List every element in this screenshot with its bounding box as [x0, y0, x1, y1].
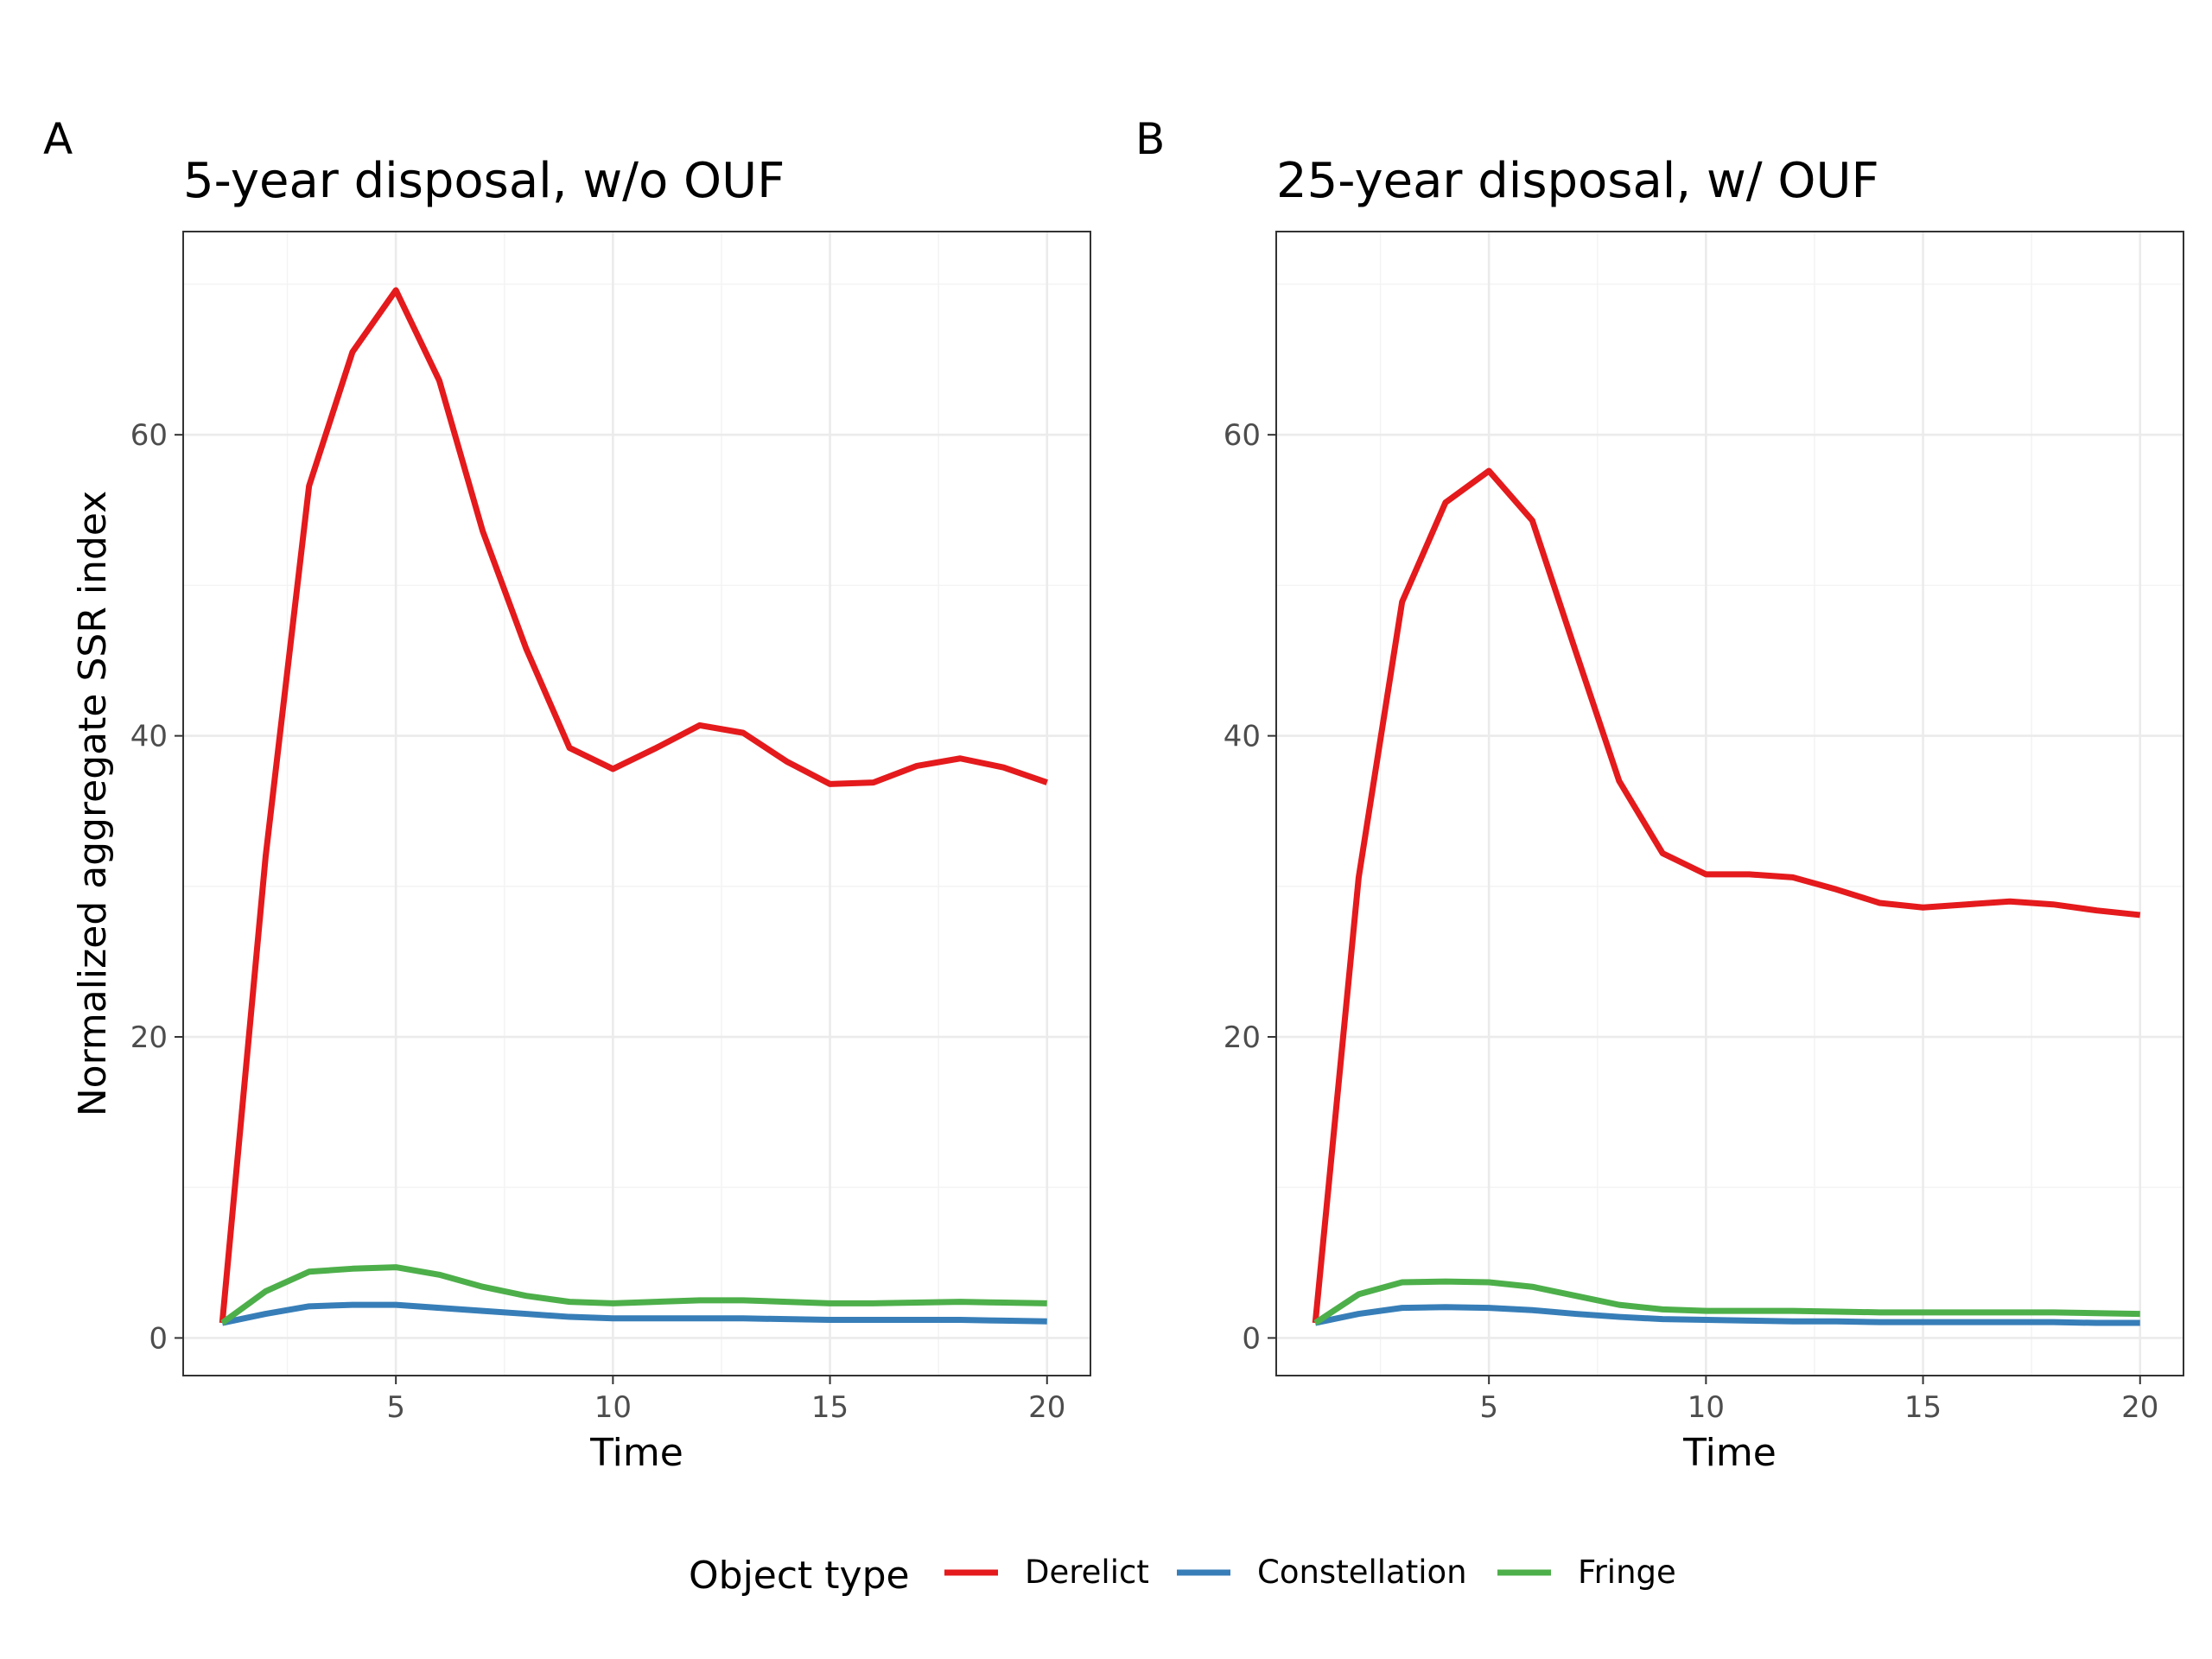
panel-b: B 25-year disposal, w/ OUF 5 10 15 20 0 20 40 60 T… [1135, 114, 2184, 1475]
x-tick-label: 10 [594, 1390, 632, 1425]
x-tick-label: 15 [1904, 1390, 1942, 1425]
legend-item-fringe: Fringe [1497, 1554, 1676, 1591]
legend-label: Constellation [1257, 1554, 1467, 1591]
y-tick-label: 20 [1224, 1020, 1261, 1055]
legend-label: Derelict [1025, 1554, 1149, 1591]
y-tick-label: 60 [130, 418, 168, 453]
y-tick-label: 40 [130, 720, 168, 754]
axes: 5 10 15 20 0 20 40 60 Time Normalized aggregate S… [71, 418, 1065, 1475]
x-tick-label: 10 [1688, 1390, 1725, 1425]
panel-title: 25-year disposal, w/ OUF [1276, 153, 1879, 209]
legend-item-constellation: Constellation [1177, 1554, 1467, 1591]
series-line-derelict [219, 287, 1048, 1324]
panel-title: 5-year disposal, w/o OUF [183, 153, 785, 209]
legend-item-derelict: Derelict [944, 1554, 1149, 1591]
series-line-constellation [221, 1301, 1047, 1326]
x-tick-label: 20 [2121, 1390, 2158, 1425]
y-axis-title: Normalized aggregate SSR index [71, 491, 115, 1117]
series-line-fringe [220, 1264, 1047, 1325]
y-tick-label: 60 [1224, 418, 1261, 453]
legend: Object type Derelict Constellation Fringe [689, 1554, 1676, 1598]
y-tick-label: 40 [1224, 720, 1261, 754]
x-tick-label: 5 [1479, 1390, 1498, 1425]
gridlines [183, 232, 1090, 1376]
x-tick-label: 15 [811, 1390, 849, 1425]
series-line-fringe [1313, 1278, 2140, 1325]
series-group [219, 287, 1048, 1326]
y-tick-label: 0 [1242, 1321, 1261, 1356]
gridlines [1276, 232, 2183, 1376]
plot-frame [182, 231, 1091, 1376]
series-line-constellation [1314, 1304, 2140, 1326]
x-tick-label: 5 [386, 1390, 405, 1425]
series-group [1312, 467, 2141, 1326]
panel-a: A 5-year disposal, w/o OUF 5 10 15 20 0 20 40 60 T… [43, 114, 1091, 1475]
legend-label: Fringe [1578, 1554, 1676, 1591]
series-line-derelict [1312, 467, 2141, 1324]
plot-frame [1275, 231, 2184, 1376]
panel-letter: B [1135, 114, 1165, 164]
panel-letter: A [43, 114, 73, 164]
axes: 5 10 15 20 0 20 40 60 Time [1224, 418, 2159, 1475]
y-tick-label: 20 [130, 1020, 168, 1055]
legend-title: Object type [689, 1554, 910, 1598]
x-axis-title: Time [1682, 1431, 1777, 1475]
x-tick-label: 20 [1028, 1390, 1065, 1425]
x-axis-title: Time [589, 1431, 683, 1475]
y-tick-label: 0 [149, 1321, 168, 1356]
